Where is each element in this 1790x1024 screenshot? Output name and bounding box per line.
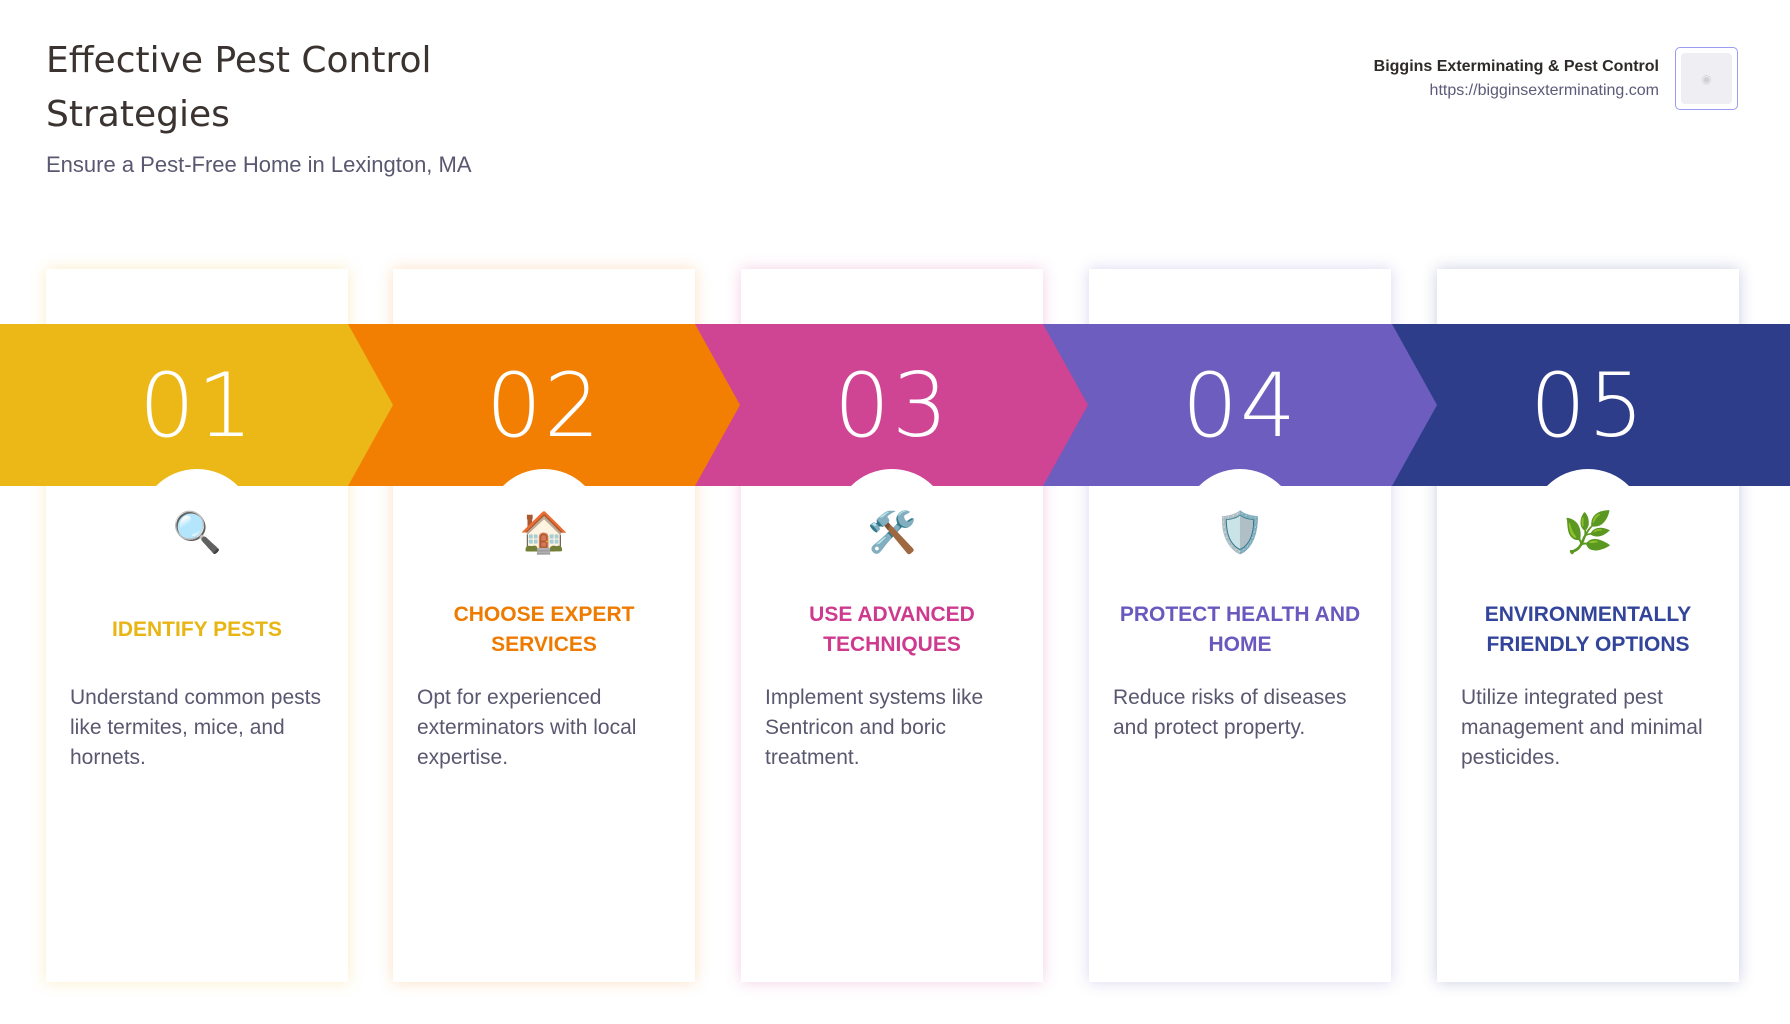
- step-number: 01: [139, 353, 255, 457]
- band-segment-05: [1392, 324, 1790, 486]
- icon-circle-02: [503, 469, 585, 486]
- hammer-and-wrench-icon: 🛠️: [867, 511, 917, 555]
- step-number: 05: [1530, 353, 1646, 457]
- band-segment-02: [348, 324, 740, 486]
- page-subtitle: Ensure a Pest-Free Home in Lexington, MA: [46, 152, 472, 177]
- band-segment-03: [695, 324, 1088, 486]
- icon-circle-01: [156, 469, 238, 486]
- magnifying-glass-icon: 🔍: [172, 511, 222, 555]
- step-description: Utilize integrated pest management and m…: [1461, 686, 1703, 769]
- brand-url[interactable]: https://bigginsexterminating.com: [1429, 82, 1659, 99]
- step-number: 04: [1182, 353, 1298, 457]
- step-description: Opt for experienced exterminators with l…: [417, 686, 637, 769]
- page-title: Effective Pest Control Strategies: [46, 40, 432, 135]
- step-heading: PROTECT HEALTH AND HOME: [1089, 598, 1391, 662]
- brand-logo: ◉: [1675, 47, 1738, 110]
- step-heading: USE ADVANCED TECHNIQUES: [741, 598, 1043, 662]
- shield-icon: 🛡️: [1215, 511, 1265, 555]
- step-description: Reduce risks of diseases and protect pro…: [1113, 686, 1347, 739]
- icon-circle-04: [1199, 469, 1281, 486]
- step-heading: CHOOSE EXPERT SERVICES: [393, 598, 695, 662]
- step-number: 02: [486, 353, 602, 457]
- step-description: Implement systems like Sentricon and bor…: [765, 686, 984, 769]
- step-heading: IDENTIFY PESTS: [46, 598, 348, 662]
- icon-circle-05: [1547, 469, 1629, 486]
- house-icon: 🏠: [519, 511, 569, 555]
- logo-placeholder-icon: ◉: [1681, 53, 1732, 104]
- step-heading-text: ENVIRONMENTALLY FRIENDLY OPTIONS: [1484, 603, 1692, 656]
- brand-info: Biggins Exterminating & Pest Control htt…: [1374, 56, 1659, 104]
- step-heading-text: USE ADVANCED TECHNIQUES: [809, 603, 975, 656]
- step-heading: ENVIRONMENTALLY FRIENDLY OPTIONS: [1437, 598, 1739, 662]
- step-description: Understand common pests like termites, m…: [70, 686, 321, 769]
- step-heading-text: IDENTIFY PESTS: [112, 618, 282, 641]
- band-segment-04: [1043, 324, 1437, 486]
- step-heading-text: PROTECT HEALTH AND HOME: [1119, 603, 1361, 656]
- herb-icon: 🌿: [1563, 511, 1613, 555]
- step-heading-text: CHOOSE EXPERT SERVICES: [453, 603, 635, 656]
- band-segment-01: [0, 324, 393, 486]
- brand-name: Biggins Exterminating & Pest Control: [1373, 58, 1659, 75]
- icon-circle-03: [851, 469, 933, 486]
- step-number: 03: [834, 353, 950, 457]
- step-band: [0, 324, 1790, 486]
